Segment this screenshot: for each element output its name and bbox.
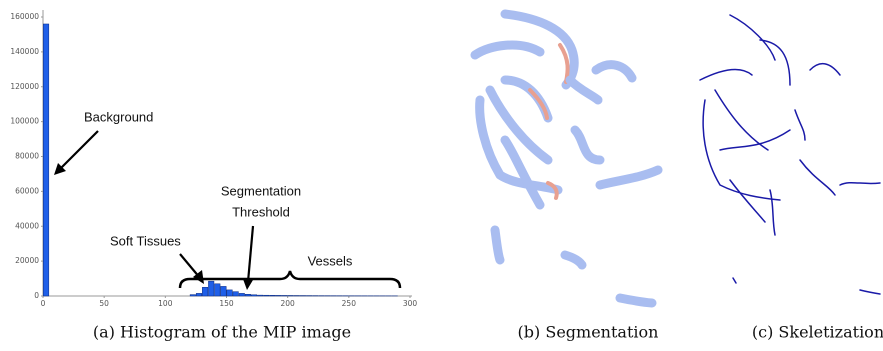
annotation: Soft Tissues	[110, 233, 181, 248]
skeleton-image	[700, 15, 880, 294]
bar	[221, 286, 227, 296]
x-tick-label: 250	[342, 299, 357, 308]
segmentation-image	[475, 14, 658, 303]
y-tick-label: 100000	[10, 117, 39, 126]
bar	[208, 281, 214, 296]
arrow-head	[243, 279, 253, 290]
x-tick-label: 50	[99, 299, 109, 308]
caption: (b) Segmentation	[518, 323, 659, 342]
x-tick-label: 100	[158, 299, 173, 308]
bar	[276, 295, 282, 296]
x-tick-label: 150	[219, 299, 234, 308]
bar	[227, 290, 233, 296]
bar	[215, 284, 221, 296]
bar	[264, 295, 270, 296]
bar	[190, 295, 196, 296]
y-tick-label: 120000	[10, 82, 39, 91]
bar	[288, 295, 294, 296]
bar	[196, 293, 202, 296]
x-tick-label: 200	[281, 299, 296, 308]
bar	[251, 295, 257, 296]
bar	[239, 293, 245, 296]
annotation: Threshold	[232, 204, 290, 219]
annotation: Segmentation	[221, 183, 301, 198]
bar	[43, 24, 49, 296]
y-tick-label: 20000	[15, 256, 39, 265]
caption: (a) Histogram of the MIP image	[93, 323, 351, 342]
bar	[257, 295, 263, 296]
y-tick-label: 140000	[10, 47, 39, 56]
bar	[233, 292, 239, 296]
bar	[202, 287, 208, 296]
arrow	[248, 226, 253, 282]
annotation: Vessels	[308, 253, 353, 268]
bar	[282, 295, 288, 296]
bar	[270, 295, 276, 296]
y-tick-label: 160000	[10, 12, 39, 21]
y-tick-label: 0	[34, 291, 39, 300]
y-tick-label: 80000	[15, 152, 39, 161]
x-tick-label: 0	[41, 299, 46, 308]
bar	[245, 294, 251, 296]
arrow	[59, 131, 98, 170]
y-tick-label: 60000	[15, 186, 39, 195]
figure: Background Soft Tissues Segmentation Thr…	[0, 0, 883, 351]
x-tick-label: 300	[403, 299, 418, 308]
caption: (c) Skeletization	[752, 323, 883, 342]
annotation: Background	[84, 109, 153, 124]
y-tick-label: 40000	[15, 221, 39, 230]
